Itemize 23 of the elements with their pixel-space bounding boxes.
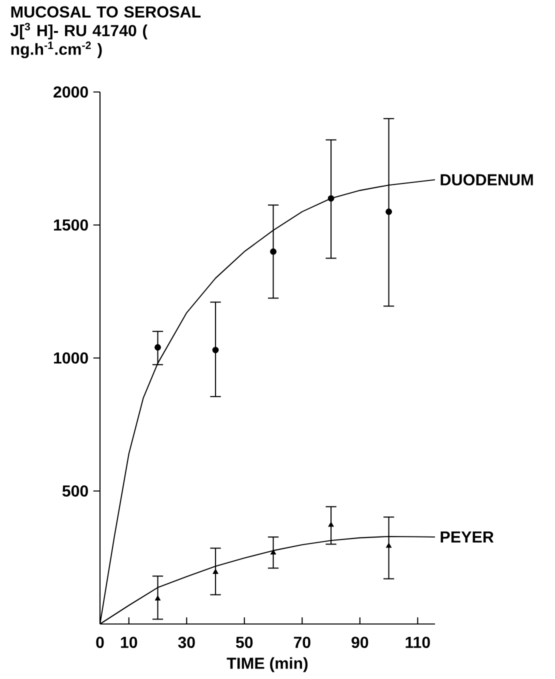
x-tick-label: 30 bbox=[178, 636, 195, 648]
x-tick-label: 10 bbox=[120, 636, 138, 648]
point bbox=[328, 195, 334, 202]
point bbox=[270, 248, 276, 255]
text: MUCOSAL TO SEROSAL J[$^{3}$ H]- RU 41740 ( ng.h$^{-1}$.cm$^{-2}$ ) bbox=[10, 6, 201, 58]
point bbox=[212, 346, 219, 354]
x-tick-label: 0 bbox=[96, 636, 104, 648]
y-tick-label: 2000 bbox=[54, 86, 88, 98]
x-axis-title: TIME (min) bbox=[226, 657, 308, 672]
y-tick-label: 1000 bbox=[54, 352, 88, 364]
x-tick-label: 50 bbox=[236, 636, 253, 648]
y-tick-label: 500 bbox=[62, 485, 88, 497]
point bbox=[154, 596, 161, 600]
point bbox=[154, 344, 161, 351]
x-tick-label: 110 bbox=[406, 636, 430, 648]
point bbox=[386, 542, 392, 548]
point bbox=[386, 208, 392, 215]
x-tick-label: 70 bbox=[294, 636, 310, 648]
point bbox=[270, 550, 276, 554]
x-tick-label: 90 bbox=[352, 636, 368, 648]
series-label: PEYER bbox=[440, 532, 494, 543]
series-label: DUODENUM bbox=[440, 174, 533, 186]
y-tick-label: 1500 bbox=[54, 219, 88, 231]
